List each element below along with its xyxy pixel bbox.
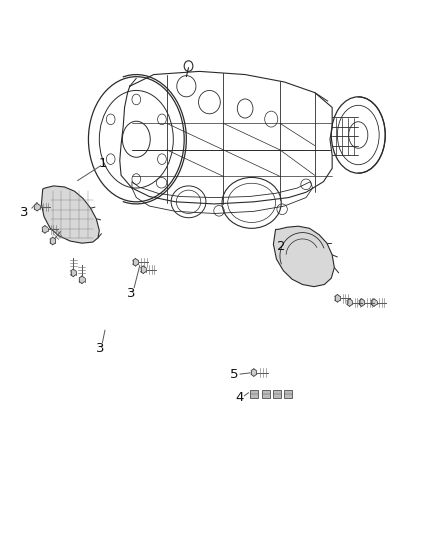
Bar [262,390,270,398]
Bar [273,390,281,398]
Text: 5: 5 [230,368,238,381]
Polygon shape [141,266,146,273]
Text: 3: 3 [127,287,135,300]
Polygon shape [42,186,99,243]
Text: 2: 2 [277,240,286,253]
Text: 4: 4 [235,392,244,405]
Polygon shape [347,299,352,306]
Polygon shape [35,204,40,211]
Polygon shape [273,226,334,287]
Polygon shape [42,225,48,233]
Polygon shape [79,276,85,284]
Polygon shape [371,299,377,306]
Polygon shape [50,237,55,245]
Polygon shape [335,295,340,302]
Text: 1: 1 [99,157,107,170]
Bar [250,390,258,398]
Text: 3: 3 [96,342,105,355]
Polygon shape [133,259,138,266]
Text: 3: 3 [20,206,28,219]
Bar [284,390,292,398]
Polygon shape [71,269,76,277]
Polygon shape [359,299,364,306]
Polygon shape [251,369,257,376]
